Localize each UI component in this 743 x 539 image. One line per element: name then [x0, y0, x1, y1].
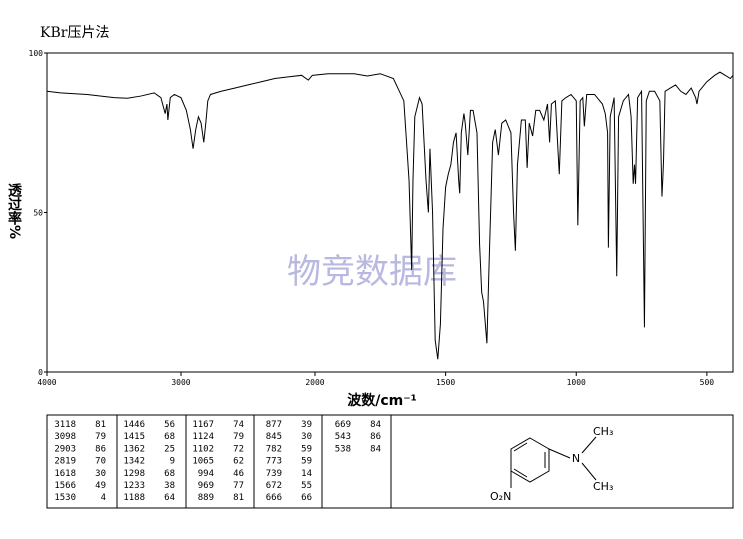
- structure-label: CH₃: [593, 425, 613, 438]
- peak-wavenumber: 877: [266, 420, 282, 430]
- peak-transmittance: 59: [301, 444, 312, 454]
- peak-transmittance: 68: [164, 432, 175, 442]
- peak-wavenumber: 672: [266, 481, 282, 491]
- peak-wavenumber: 969: [198, 481, 214, 491]
- peak-wavenumber: 845: [266, 432, 282, 442]
- peak-transmittance: 30: [301, 432, 312, 442]
- peak-wavenumber: 1167: [192, 420, 214, 430]
- peak-transmittance: 74: [233, 420, 244, 430]
- peak-wavenumber: 1415: [123, 432, 145, 442]
- peak-transmittance: 72: [233, 444, 244, 454]
- table-frame: [46, 414, 734, 509]
- peak-wavenumber: 994: [198, 469, 214, 479]
- peak-wavenumber: 1618: [54, 469, 76, 479]
- peak-wavenumber: 1566: [54, 481, 76, 491]
- peak-wavenumber: 3098: [54, 432, 76, 442]
- peak-wavenumber: 2903: [54, 444, 76, 454]
- peak-wavenumber: 1342: [123, 457, 145, 467]
- peak-transmittance: 81: [233, 493, 244, 503]
- x-tick-label: 1500: [436, 378, 455, 387]
- spectrum-line: [46, 71, 734, 360]
- y-tick-label: 50: [33, 209, 43, 218]
- peak-wavenumber: 1188: [123, 493, 145, 503]
- x-tick-label: 500: [700, 378, 715, 387]
- peak-wavenumber: 1065: [192, 457, 214, 467]
- peak-wavenumber: 773: [266, 457, 282, 467]
- y-axis-label: 透过率%: [6, 183, 22, 239]
- peak-transmittance: 62: [233, 457, 244, 467]
- peak-wavenumber: 1298: [123, 469, 145, 479]
- peak-transmittance: 81: [95, 420, 106, 430]
- peak-wavenumber: 666: [266, 493, 282, 503]
- peak-transmittance: 14: [301, 469, 312, 479]
- x-tick-label: 2000: [305, 378, 324, 387]
- peak-transmittance: 68: [164, 469, 175, 479]
- y-tick-label: 100: [29, 49, 44, 58]
- peak-wavenumber: 1124: [192, 432, 214, 442]
- peak-transmittance: 55: [301, 481, 312, 491]
- peak-transmittance: 64: [164, 493, 175, 503]
- peak-transmittance: 46: [233, 469, 244, 479]
- peak-wavenumber: 1530: [54, 493, 76, 503]
- peak-wavenumber: 889: [198, 493, 214, 503]
- peak-wavenumber: 1102: [192, 444, 214, 454]
- x-tick-label: 3000: [171, 378, 190, 387]
- peak-wavenumber: 1233: [123, 481, 145, 491]
- structure-label: CH₃: [593, 480, 613, 493]
- peak-transmittance: 84: [370, 444, 381, 454]
- plot-frame: [46, 52, 734, 373]
- peak-transmittance: 39: [301, 420, 312, 430]
- peak-transmittance: 56: [164, 420, 175, 430]
- peak-wavenumber: 1362: [123, 444, 145, 454]
- peak-transmittance: 4: [101, 493, 106, 503]
- peak-transmittance: 49: [95, 481, 106, 491]
- peak-transmittance: 59: [301, 457, 312, 467]
- peak-transmittance: 77: [233, 481, 244, 491]
- peak-transmittance: 79: [95, 432, 106, 442]
- y-tick-label: 0: [38, 368, 43, 377]
- peak-wavenumber: 3118: [54, 420, 76, 430]
- structure-label: O₂N: [490, 490, 511, 503]
- peak-wavenumber: 739: [266, 469, 282, 479]
- peak-wavenumber: 543: [335, 432, 351, 442]
- peak-wavenumber: 782: [266, 444, 282, 454]
- peak-transmittance: 84: [370, 420, 381, 430]
- peak-transmittance: 25: [164, 444, 175, 454]
- peak-transmittance: 30: [95, 469, 106, 479]
- peak-wavenumber: 2819: [54, 457, 76, 467]
- structure-bonds: [510, 436, 597, 488]
- peak-transmittance: 9: [170, 457, 175, 467]
- x-tick-label: 4000: [37, 378, 56, 387]
- peak-transmittance: 86: [95, 444, 106, 454]
- peak-transmittance: 66: [301, 493, 312, 503]
- structure-label: N: [572, 452, 580, 465]
- watermark: 物竞数据库: [287, 252, 457, 292]
- peak-wavenumber: 538: [335, 444, 351, 454]
- peak-transmittance: 38: [164, 481, 175, 491]
- peak-transmittance: 79: [233, 432, 244, 442]
- peak-wavenumber: 669: [335, 420, 351, 430]
- peak-transmittance: 70: [95, 457, 106, 467]
- peak-wavenumber: 1446: [123, 420, 145, 430]
- x-tick-label: 1000: [567, 378, 586, 387]
- x-axis-label: 波数/cm⁻¹: [347, 392, 417, 409]
- peak-transmittance: 86: [370, 432, 381, 442]
- chart-title: KBr压片法: [40, 25, 109, 41]
